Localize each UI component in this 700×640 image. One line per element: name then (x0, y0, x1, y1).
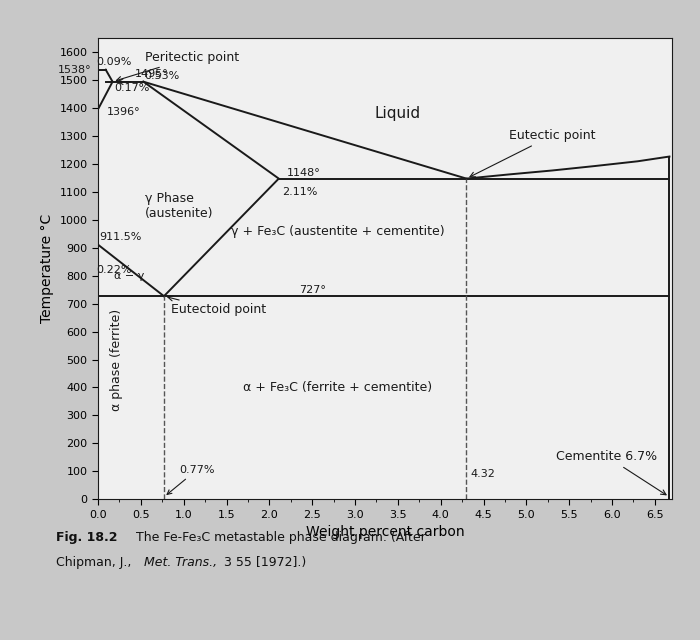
Text: 0.53%: 0.53% (144, 71, 179, 81)
Text: Peritectic point: Peritectic point (116, 51, 239, 81)
Text: γ Phase
(austenite): γ Phase (austenite) (145, 192, 214, 220)
Text: Met. Trans.,: Met. Trans., (144, 556, 216, 570)
Text: 0.09%: 0.09% (97, 57, 132, 67)
Text: Eutectoid point: Eutectoid point (168, 296, 266, 317)
Text: α + Fe₃C (ferrite + cementite): α + Fe₃C (ferrite + cementite) (244, 381, 433, 394)
Text: 1495°: 1495° (135, 70, 169, 79)
Text: The Fe-Fe₃C metastable phase diagram. (After: The Fe-Fe₃C metastable phase diagram. (A… (136, 531, 426, 544)
Text: α phase (ferrite): α phase (ferrite) (111, 308, 123, 411)
Text: 4.32: 4.32 (470, 469, 496, 479)
Text: 0.22%: 0.22% (97, 265, 132, 275)
Text: γ + Fe₃C (austentite + cementite): γ + Fe₃C (austentite + cementite) (231, 225, 444, 237)
Text: Chipman, J.,: Chipman, J., (56, 556, 135, 570)
Text: 1148°: 1148° (286, 168, 320, 178)
Text: 3 55 [1972].): 3 55 [1972].) (220, 556, 307, 570)
Text: 1396°: 1396° (106, 107, 140, 117)
Text: Cementite 6.7%: Cementite 6.7% (556, 450, 666, 495)
X-axis label: Weight percent carbon: Weight percent carbon (306, 525, 464, 539)
Text: 0.17%: 0.17% (114, 83, 150, 93)
Text: 911.5%: 911.5% (99, 232, 141, 242)
Text: 2.11%: 2.11% (282, 187, 318, 196)
Text: Eutectic point: Eutectic point (470, 129, 596, 177)
Text: Liquid: Liquid (374, 106, 421, 122)
Text: 0.77%: 0.77% (167, 465, 215, 495)
Y-axis label: Temperature °C: Temperature °C (40, 214, 54, 323)
Text: α − γ: α − γ (114, 271, 145, 280)
Text: 727°: 727° (300, 285, 326, 295)
Text: 1538°: 1538° (57, 65, 91, 75)
Text: Fig. 18.2: Fig. 18.2 (56, 531, 118, 544)
